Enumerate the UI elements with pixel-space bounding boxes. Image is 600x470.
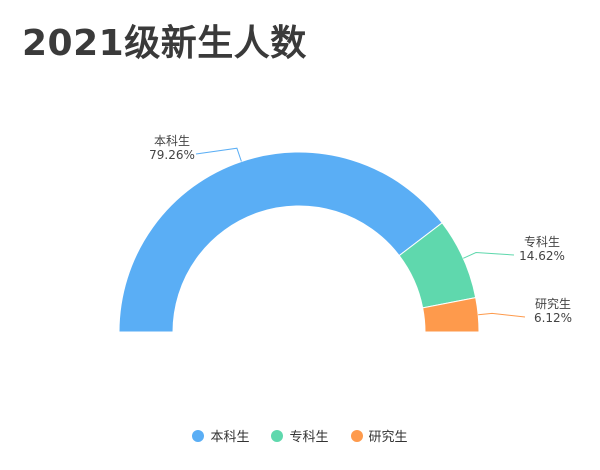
legend-label-2: 研究生 bbox=[368, 430, 408, 445]
slice-label-name-0: 本科生 bbox=[154, 134, 190, 148]
leader-line-1 bbox=[463, 252, 515, 259]
legend-swatch-1 bbox=[271, 429, 284, 442]
legend-item-2[interactable]: 研究生 bbox=[350, 426, 408, 445]
legend-swatch-0 bbox=[192, 429, 205, 442]
legend-label-0: 本科生 bbox=[210, 430, 250, 445]
slice-label-value-1: 14.62% bbox=[519, 249, 565, 263]
legend-swatch-2 bbox=[350, 429, 363, 442]
chart-legend: 本科生 专科生 研究生 bbox=[0, 426, 600, 445]
slice-label-name-1: 专科生 bbox=[524, 234, 560, 249]
slice-label-value-0: 79.26% bbox=[149, 148, 195, 162]
legend-item-1[interactable]: 专科生 bbox=[271, 426, 329, 445]
chart-title: 2021级新生人数 bbox=[22, 23, 307, 64]
slice-label-value-2: 6.12% bbox=[534, 311, 572, 325]
donut-slice-0[interactable] bbox=[118, 151, 443, 333]
leader-line-2 bbox=[478, 312, 526, 318]
slice-label-name-2: 研究生 bbox=[535, 296, 571, 311]
leader-line-0 bbox=[195, 147, 242, 162]
donut-slice-2[interactable] bbox=[422, 297, 480, 333]
legend-label-1: 专科生 bbox=[289, 430, 329, 445]
legend-item-0[interactable]: 本科生 bbox=[192, 426, 249, 445]
